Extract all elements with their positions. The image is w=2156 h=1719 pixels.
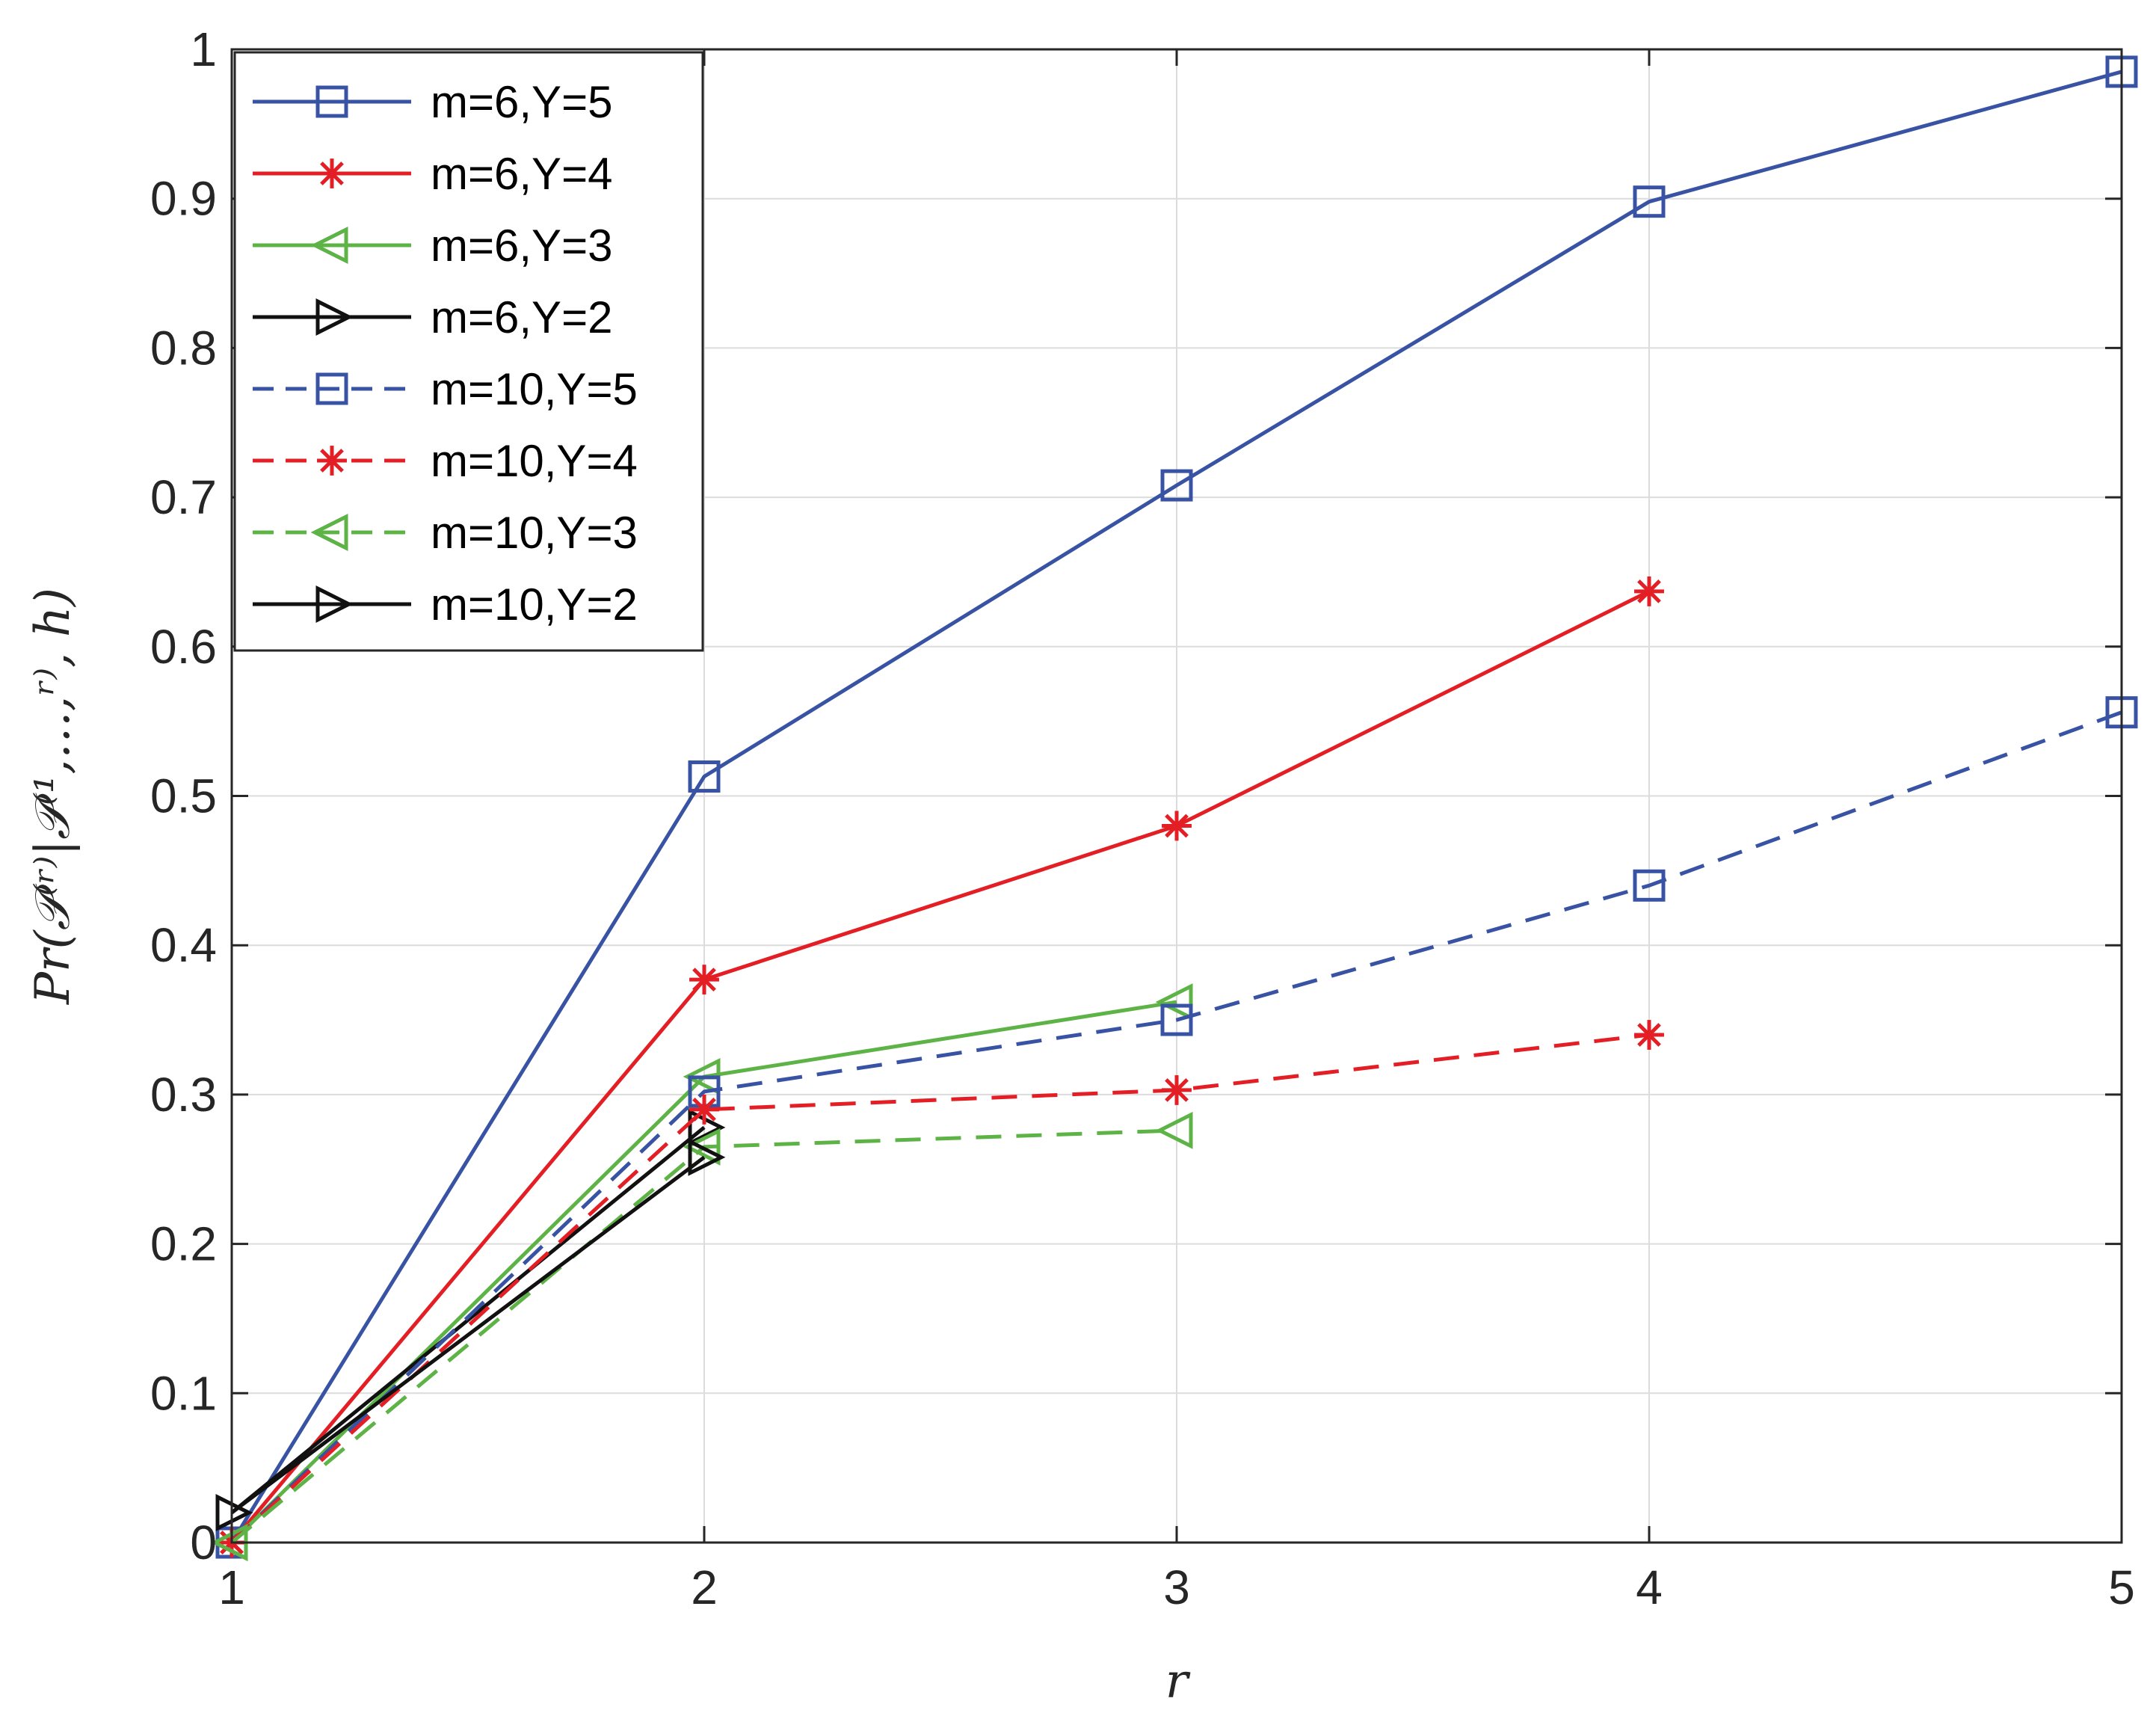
x-tick-label: 5: [2108, 1560, 2135, 1614]
asterisk-marker: [1634, 1020, 1664, 1050]
legend-label: m=10,Y=5: [431, 364, 638, 414]
asterisk-marker: [1162, 1074, 1192, 1105]
y-tick-label: 0: [190, 1516, 217, 1569]
legend-label: m=6,Y=5: [431, 77, 613, 127]
legend-item: m=10,Y=5: [253, 364, 638, 414]
x-tick-label: 1: [218, 1560, 245, 1614]
series-line: [230, 589, 1651, 1544]
legend-item: m=10,Y=4: [253, 436, 638, 486]
legend-item: m=6,Y=3: [253, 221, 613, 271]
legend-item: m=6,Y=4: [253, 149, 613, 199]
y-tick-label: 0.7: [150, 470, 217, 524]
y-tick-label: 0.9: [150, 172, 217, 226]
x-tick-label: 2: [691, 1560, 718, 1614]
series-1: [217, 576, 1664, 1557]
legend: m=6,Y=5 m=6,Y=4 m=6,Y=3 m=6,Y=2 m=10,Y=5 m=10…: [233, 51, 704, 652]
square-marker: [1160, 469, 1193, 502]
x-tick-label: 4: [1636, 1560, 1663, 1614]
triangle-right-marker: [315, 585, 354, 623]
asterisk-marker: [1162, 811, 1192, 841]
series-6: [210, 1111, 1193, 1561]
y-tick-label: 0.8: [150, 321, 217, 375]
y-tick-label: 0.4: [150, 918, 217, 972]
asterisk-stroke: [692, 1097, 716, 1122]
x-axis-label: r: [1165, 1654, 1191, 1709]
triangle-left-marker: [1155, 1111, 1193, 1149]
legend-label: m=6,Y=4: [431, 149, 613, 199]
series-7: [215, 1138, 726, 1532]
square-marker: [315, 85, 348, 118]
square-marker: [1633, 185, 1666, 218]
series-line: [230, 710, 2122, 1544]
asterisk-stroke: [1637, 579, 1661, 603]
legend-label: m=10,Y=3: [431, 508, 638, 558]
triangle-right-marker: [315, 298, 354, 336]
legend-item: m=10,Y=2: [253, 579, 638, 630]
triangle-left-marker: [683, 1128, 721, 1166]
triangle-right-marker: [215, 1494, 253, 1532]
series-5: [217, 1020, 1664, 1557]
triangle-left-marker: [1155, 983, 1193, 1021]
asterisk-marker: [317, 446, 347, 476]
asterisk-stroke: [1165, 814, 1189, 838]
legend-label: m=6,Y=3: [431, 221, 613, 271]
asterisk-stroke: [692, 968, 716, 992]
asterisk-stroke: [320, 449, 344, 473]
triangle-right-marker: [688, 1138, 726, 1176]
square-marker: [315, 372, 348, 405]
square-marker: [1633, 869, 1666, 902]
series-line: [230, 1033, 1650, 1544]
y-tick-label: 0.6: [150, 620, 217, 674]
legend-label: m=10,Y=4: [431, 436, 638, 486]
triangle-left-marker: [310, 227, 348, 264]
triangle-left-marker: [310, 514, 348, 551]
square-marker: [688, 760, 721, 793]
asterisk-marker: [689, 965, 719, 995]
asterisk-stroke: [1637, 1023, 1661, 1047]
square-marker: [1160, 1003, 1193, 1036]
series-layer: [210, 55, 2138, 1561]
series-line: [230, 70, 2122, 1544]
x-tick-label: 3: [1163, 1560, 1190, 1614]
asterisk-stroke: [1165, 1078, 1189, 1102]
legend-box: [233, 51, 704, 652]
y-tick-label: 0.5: [150, 769, 217, 823]
legend-label: m=10,Y=2: [431, 579, 638, 630]
asterisk-marker: [689, 1094, 719, 1125]
legend-item: m=6,Y=2: [253, 292, 613, 342]
legend-item: m=10,Y=3: [253, 508, 638, 558]
y-tick-label: 0.1: [150, 1366, 217, 1420]
asterisk-marker: [1634, 576, 1664, 606]
tick-labels: 1 2 3 4 5 0 0.1 0.2 0.3 0.4 0.5 0.6 0.7 0.8 0.9 1: [150, 22, 2135, 1614]
y-tick-label: 1: [190, 22, 217, 76]
series-2: [210, 983, 1193, 1561]
asterisk-marker: [317, 159, 347, 188]
asterisk-stroke: [320, 162, 344, 185]
series-line: [230, 1125, 706, 1514]
legend-label: m=6,Y=2: [431, 292, 613, 342]
series-line: [230, 1155, 706, 1515]
y-axis-label: Pr(𝒫⁽ʳ⁾|𝒫⁽¹,…,ʳ⁾, h): [25, 588, 81, 1005]
y-tick-label: 0.2: [150, 1217, 217, 1271]
legend-item: m=6,Y=5: [253, 77, 613, 127]
y-tick-label: 0.3: [150, 1068, 217, 1122]
